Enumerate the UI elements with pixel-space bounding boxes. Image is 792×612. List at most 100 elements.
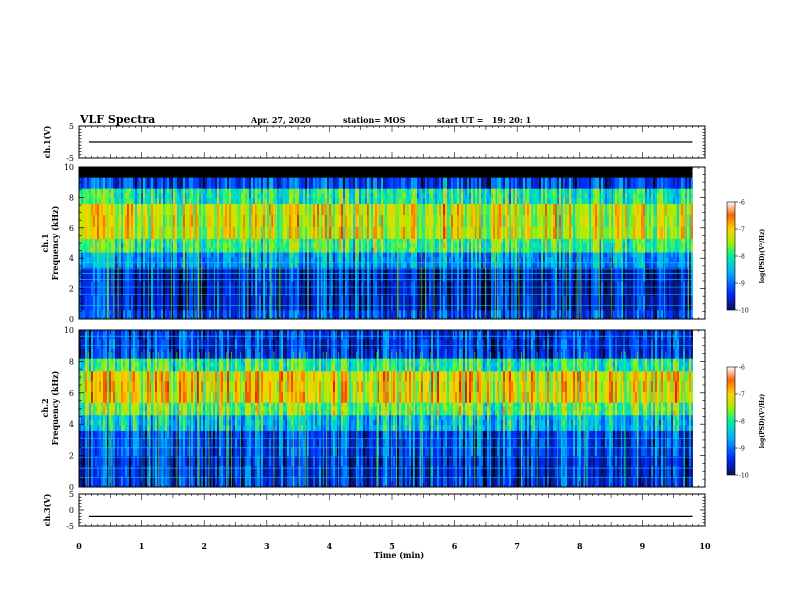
ch1-cell	[101, 188, 103, 194]
ch1-cell	[209, 257, 211, 263]
ch1-cell	[381, 203, 383, 216]
ch1-cell	[91, 247, 93, 253]
ch1-cell	[615, 215, 617, 228]
ch1-cell	[81, 188, 83, 194]
ch1-cell	[245, 295, 247, 311]
ch1-cell	[363, 188, 365, 194]
ch1-cell	[483, 177, 485, 189]
ch1-cell	[453, 262, 455, 268]
ch1-cell	[313, 193, 315, 199]
ch1-cell	[313, 177, 315, 189]
ch1-cell	[123, 215, 125, 228]
ch1-cell	[621, 215, 623, 228]
ch1-cell	[125, 226, 127, 239]
ch1-cell	[443, 243, 445, 249]
ch1-cell	[543, 215, 545, 228]
ch1-cell	[477, 257, 479, 263]
ch1-cell	[561, 262, 563, 268]
ch1-cell	[559, 247, 561, 253]
ch1-cell	[383, 309, 385, 320]
ch1-cell	[603, 215, 605, 228]
ch1-cell	[129, 238, 131, 244]
ch1-cell	[303, 238, 305, 244]
ch1-cell	[431, 309, 433, 320]
ch1-cell	[431, 295, 433, 311]
ch1-cell	[551, 198, 553, 204]
ch1-cell	[419, 193, 421, 199]
ch1-cell	[619, 193, 621, 199]
ch1-cell	[659, 238, 661, 244]
ch1-cell	[95, 247, 97, 253]
ch1-cell	[237, 177, 239, 189]
ch1-cell	[457, 257, 459, 263]
ch1-cell	[91, 309, 93, 320]
ch1-cell	[369, 247, 371, 253]
ch1-cell	[129, 215, 131, 228]
ch1-cell	[423, 295, 425, 311]
ch1-cell	[289, 198, 291, 204]
ch1-cell	[123, 188, 125, 194]
ch1-cell	[585, 238, 587, 244]
ch1-cell	[525, 226, 527, 239]
ch1-cell	[243, 198, 245, 204]
ch1-cell	[177, 267, 179, 283]
ch1-cell	[213, 243, 215, 249]
ch1-cell	[609, 203, 611, 216]
ch1-cell	[311, 177, 313, 189]
ch1-cell	[251, 257, 253, 263]
ch1-cell	[571, 177, 573, 189]
ch1-cell	[277, 215, 279, 228]
ch1-cell	[457, 198, 459, 204]
ch1-cell	[389, 177, 391, 189]
ch1-cell	[619, 177, 621, 189]
ch1-cell	[159, 247, 161, 253]
ch1-cell	[211, 309, 213, 320]
ch1-cell	[609, 309, 611, 320]
ch1-cell	[389, 247, 391, 253]
ch1-cell	[609, 226, 611, 239]
ch1-cell	[121, 257, 123, 263]
ch1-cell	[219, 215, 221, 228]
ch1-cell	[97, 281, 99, 297]
ch1-cell	[227, 309, 229, 320]
ch1-cell	[293, 247, 295, 253]
ch1-cell	[183, 215, 185, 228]
ch1-cell	[121, 215, 123, 228]
ch1-cell	[549, 226, 551, 239]
ch1-cell	[245, 281, 247, 297]
ch1-cell	[83, 203, 85, 216]
ch1-cell	[465, 226, 467, 239]
ch1-cell	[241, 198, 243, 204]
ch1-cell	[449, 238, 451, 244]
ch1-cell	[577, 243, 579, 249]
ch1-cell	[191, 243, 193, 249]
ch1-cell	[379, 257, 381, 263]
ch1-cell	[597, 226, 599, 239]
ch1-cell	[123, 267, 125, 283]
ch1-cell	[119, 243, 121, 249]
ch1-cell	[465, 193, 467, 199]
ch1-cell	[409, 198, 411, 204]
ch1-cell	[101, 215, 103, 228]
ch1-cell	[553, 267, 555, 283]
ch1-cell	[657, 198, 659, 204]
ch1-cell	[575, 226, 577, 239]
ch1-cell	[319, 267, 321, 283]
ch1-cell	[275, 193, 277, 199]
ch1-cell	[81, 295, 83, 311]
ch1-cell	[219, 252, 221, 258]
ch1-cell	[171, 193, 173, 199]
ch1-cell	[301, 267, 303, 283]
ch1-cell	[375, 238, 377, 244]
ch1-cell	[549, 203, 551, 216]
ch1-cell	[507, 193, 509, 199]
ch1-cell	[627, 193, 629, 199]
ch1-cell	[445, 177, 447, 189]
ch1-cell	[79, 252, 81, 258]
ch1-cell	[207, 262, 209, 268]
ch1-cell	[119, 193, 121, 199]
ch1-cell	[651, 309, 653, 320]
ch1-cell	[281, 262, 283, 268]
ch1-cell	[185, 262, 187, 268]
ch1-cell	[345, 243, 347, 249]
